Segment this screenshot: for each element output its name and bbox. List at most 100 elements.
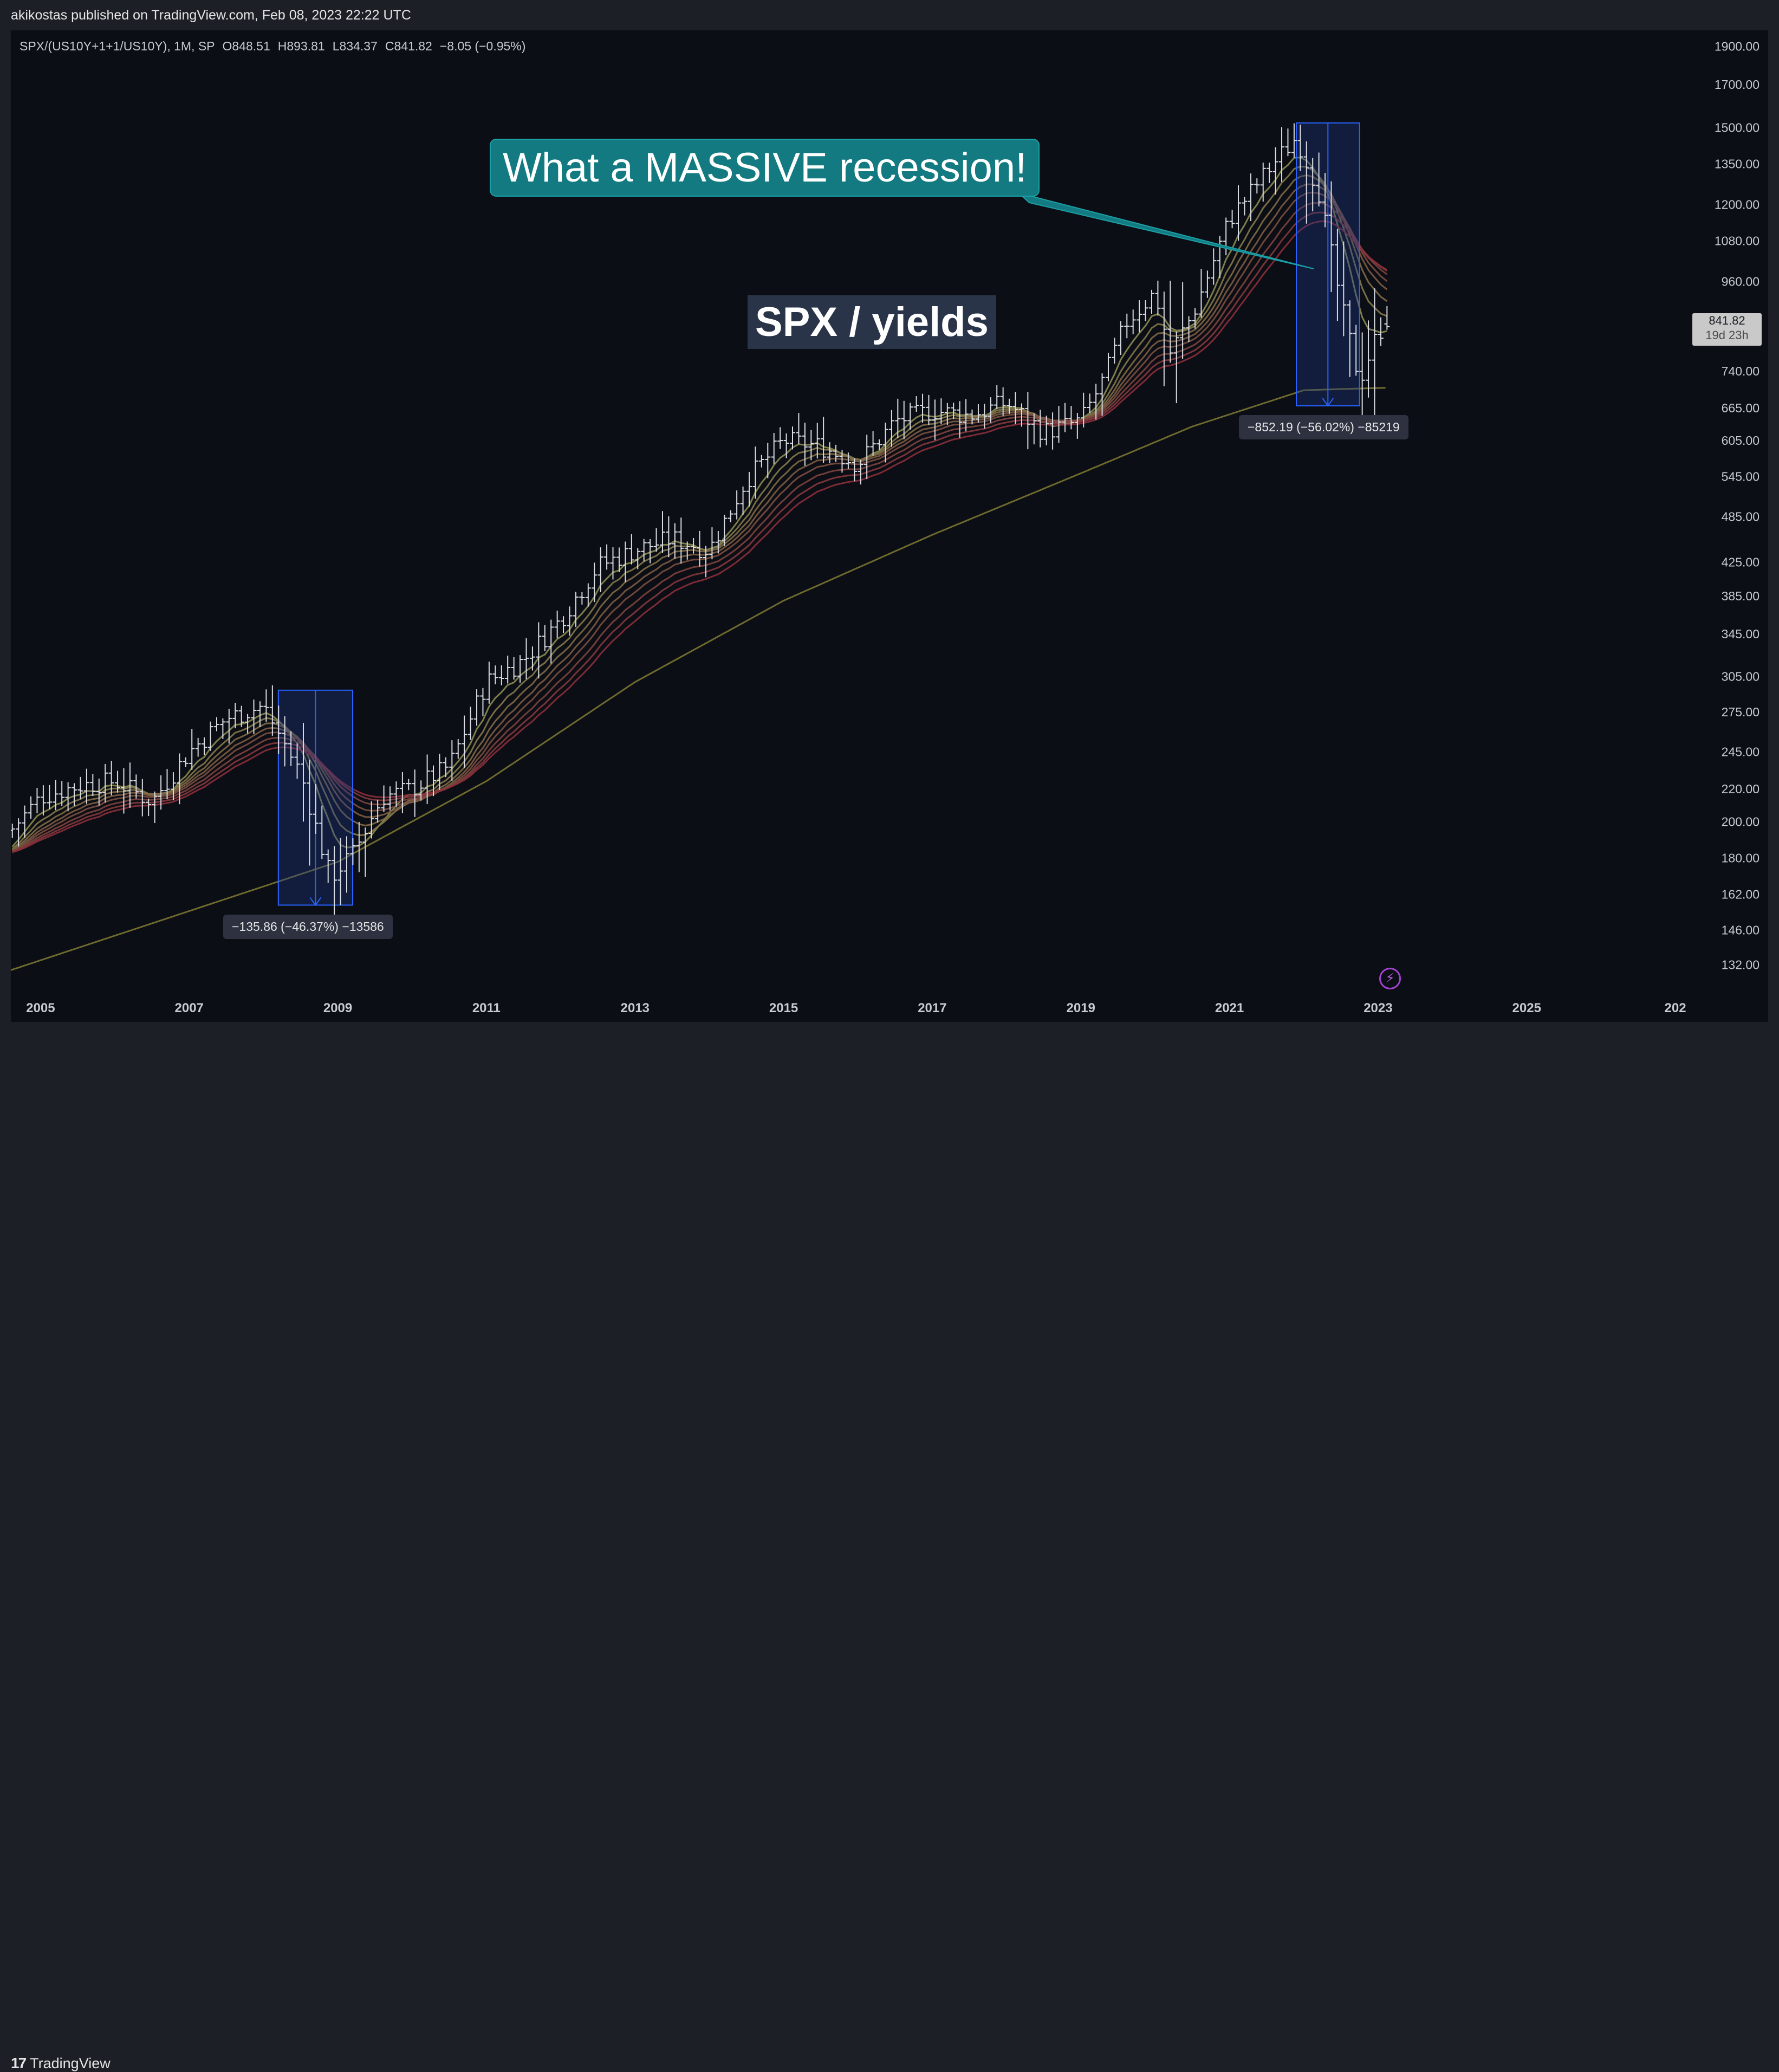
ohlc-bar	[245, 714, 251, 734]
ohlc-bar	[982, 404, 988, 429]
ohlc-bar	[833, 444, 839, 462]
ohlc-bar	[232, 703, 238, 729]
ohlc-bar	[864, 435, 870, 480]
ohlc-bar	[381, 785, 387, 812]
x-tick-label: 2013	[621, 1001, 650, 1015]
measure-label-2008[interactable]: −135.86 (−46.37%) −13586	[223, 915, 393, 939]
ohlc-bar	[16, 818, 22, 847]
measure-label-2022[interactable]: −852.19 (−56.02%) −85219	[1239, 415, 1408, 439]
measure-arrow-head	[1322, 398, 1334, 407]
bar-countdown: 19d 23h	[1705, 328, 1749, 342]
publisher-line: akikostas published on TradingView.com, …	[11, 8, 411, 23]
y-tick-label: 1700.00	[1715, 77, 1759, 92]
ema-line	[11, 165, 1387, 850]
ohlc-bar	[592, 562, 598, 603]
ohlc-bar	[734, 490, 740, 520]
brand-name: TradingView	[30, 2055, 111, 2071]
ohlc-bar	[431, 765, 437, 797]
ohlc-bar	[1328, 181, 1334, 292]
ohlc-bar	[332, 846, 337, 922]
legend-symbol[interactable]: SPX/(US10Y+1+1/US10Y), 1M, SP	[20, 39, 215, 53]
ohlc-bar	[325, 849, 331, 883]
ema-ribbon	[11, 157, 1388, 853]
ohlc-bar	[548, 619, 554, 664]
ohlc-bar	[511, 657, 517, 680]
ohlc-bar	[1081, 392, 1087, 428]
ohlc-bar	[1303, 141, 1309, 224]
ohlc-bar	[1341, 241, 1347, 336]
long-moving-average	[11, 387, 1386, 971]
ohlc-bar	[1112, 338, 1118, 364]
ohlc-bar	[870, 431, 876, 456]
ohlc-bar	[1037, 410, 1043, 448]
ohlc-bar	[523, 638, 529, 679]
ohlc-bar	[1378, 317, 1384, 346]
ohlc-bar	[622, 541, 628, 582]
ohlc-bar	[691, 538, 697, 554]
ohlc-bar	[821, 417, 827, 463]
ohlc-bar	[932, 399, 938, 441]
time-axis[interactable]: 2005 2007 2009 2011 2013 2015 2017 2019 2021 2023…	[26, 1001, 1686, 1015]
symbol-legend[interactable]: SPX/(US10Y+1+1/US10Y), 1M, SP O848.51 H893…	[20, 39, 533, 54]
ohlc-bar	[1025, 392, 1031, 450]
ohlc-bar	[1130, 309, 1136, 334]
ohlc-bar	[882, 422, 888, 463]
ohlc-bar	[969, 409, 975, 425]
ohlc-bar	[728, 510, 733, 522]
y-tick-label: 200.00	[1722, 815, 1759, 829]
ohlc-bar	[53, 780, 59, 811]
price-axis[interactable]: 1900.00 1700.00 1500.00 1350.00 1200.00 1080.…	[1715, 39, 1759, 972]
ohlc-bar	[11, 824, 15, 838]
ohlc-bar	[1192, 308, 1198, 329]
ohlc-bar	[1142, 300, 1148, 321]
ohlc-bar	[294, 743, 300, 779]
ohlc-bar	[1062, 403, 1068, 432]
y-tick-label: 425.00	[1722, 555, 1759, 569]
price-chart[interactable]: 1900.00 1700.00 1500.00 1350.00 1200.00 1080.…	[11, 30, 1768, 1022]
y-tick-label: 1200.00	[1715, 198, 1759, 212]
tradingview-logo[interactable]: 17 TradingView	[11, 2055, 111, 2072]
ohlc-bar	[957, 401, 963, 438]
ohlc-bar	[337, 838, 343, 905]
ohlc-bar	[486, 661, 492, 704]
legend-high: H893.81	[277, 39, 325, 53]
ohlc-bar	[1260, 163, 1266, 202]
ohlc-bar	[1211, 248, 1217, 285]
ohlc-bar	[796, 413, 802, 444]
ohlc-bar	[827, 442, 833, 463]
ohlc-bar	[938, 398, 944, 424]
ohlc-bar	[529, 646, 535, 671]
ohlc-bar	[988, 397, 994, 423]
y-tick-label: 220.00	[1722, 782, 1759, 796]
y-tick-label: 545.00	[1722, 469, 1759, 483]
ohlc-bar	[368, 801, 374, 839]
ohlc-bar	[901, 400, 907, 439]
ohlc-bar	[226, 709, 232, 744]
ohlc-bar	[1297, 124, 1303, 171]
ohlc-bar	[443, 757, 449, 778]
ohlc-bar	[1347, 300, 1353, 377]
ohlc-bar	[158, 775, 164, 810]
ohlc-bar	[146, 799, 152, 817]
chart-annotation-title[interactable]: SPX / yields	[748, 295, 996, 349]
ohlc-bar	[492, 665, 498, 684]
ohlc-bar	[790, 426, 796, 450]
ohlc-bar	[684, 541, 690, 560]
ohlc-bar	[1248, 173, 1254, 221]
ohlc-bar	[350, 838, 356, 865]
ohlc-bar	[102, 764, 108, 803]
ema-line	[11, 183, 1388, 852]
y-tick-label: 146.00	[1722, 923, 1759, 937]
ohlc-bar	[40, 785, 46, 815]
ohlc-bar	[635, 548, 641, 569]
ohlc-bar	[926, 394, 932, 425]
lightning-icon[interactable]: ⚡	[1379, 968, 1401, 989]
ohlc-bar	[771, 433, 777, 464]
x-tick-label: 2023	[1364, 1001, 1392, 1015]
ohlc-bar	[808, 430, 814, 461]
ohlc-bar	[1316, 152, 1322, 206]
ohlc-bar	[703, 546, 709, 578]
ohlc-bar	[517, 655, 523, 683]
ohlc-bar	[1000, 387, 1006, 416]
recession-callout[interactable]: What a MASSIVE recession!	[490, 139, 1040, 197]
